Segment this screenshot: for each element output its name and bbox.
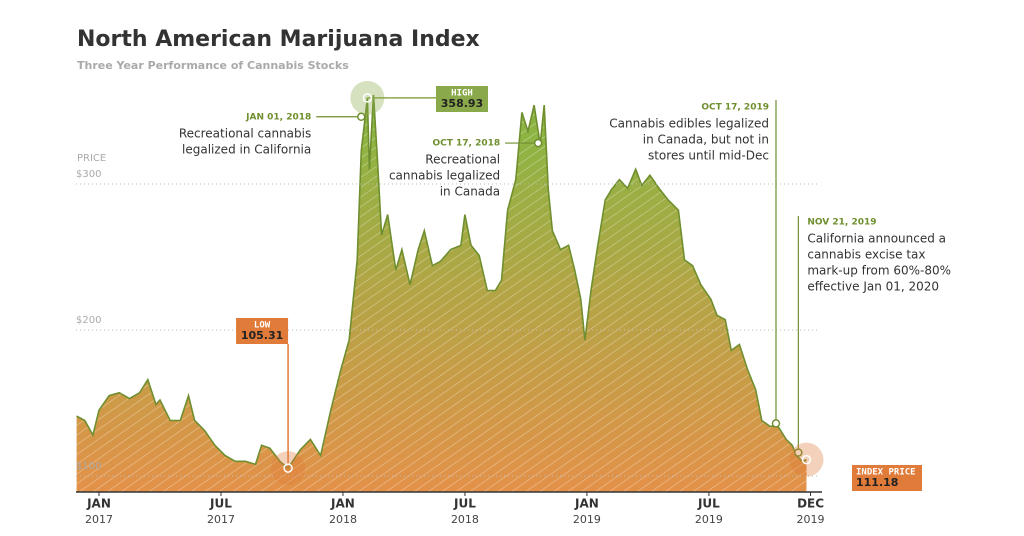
annotation-marker (357, 112, 366, 122)
high-box (436, 86, 488, 112)
index-marker (801, 454, 812, 465)
annotation-text: California announced a (807, 232, 946, 246)
x-tick-label: JUL (209, 497, 232, 511)
x-tick-year: 2018 (451, 513, 479, 526)
high-marker (362, 93, 373, 103)
high-label: HIGH (451, 89, 473, 99)
annotation-marker (533, 138, 543, 148)
low-label: LOW (254, 321, 271, 331)
y-tick-label: $200 (76, 315, 101, 326)
high-value: 358.93 (441, 97, 483, 110)
annotation-text: legalized in California (182, 142, 311, 156)
annotation-text: in Canada (440, 185, 500, 199)
chart-subtitle: Three Year Performance of Cannabis Stock… (77, 59, 349, 72)
annotation-date: NOV 21, 2019 (807, 218, 876, 228)
x-tick-label: JUL (697, 497, 720, 511)
x-tick-label: DEC (797, 497, 824, 511)
area-hatch (76, 94, 807, 493)
annotation-text: Recreational cannabis (179, 126, 311, 140)
annotation-text: stores until mid-Dec (648, 149, 769, 163)
annotation-text: Cannabis edibles legalized (609, 117, 769, 131)
x-tick-label: JAN (330, 497, 355, 511)
line (76, 94, 807, 470)
annotation-text: effective Jan 01, 2020 (807, 280, 939, 294)
chart-title: North American Marijuana Index (77, 27, 480, 52)
x-tick-year: 2019 (573, 513, 601, 526)
x-tick-label: JAN (574, 497, 599, 511)
x-tick-year: 2019 (797, 513, 825, 526)
index-box (852, 465, 922, 491)
x-tick-year: 2018 (329, 513, 357, 526)
annotation-text: mark-up from 60%-80% (807, 264, 951, 278)
index-label: INDEX PRICE (856, 468, 916, 478)
x-tick-label: JAN (86, 497, 111, 511)
y-tick-label: $100 (76, 461, 101, 472)
annotation-date: OCT 17, 2019 (701, 103, 769, 113)
low-value: 105.31 (241, 329, 283, 342)
index-value: 111.18 (856, 476, 898, 489)
x-tick-label: JUL (453, 497, 476, 511)
annotation-date: OCT 17, 2018 (432, 139, 500, 149)
annotation-text: cannabis legalized (389, 169, 500, 183)
annotation-marker (794, 448, 803, 457)
y-axis-label: PRICE (77, 153, 106, 164)
low-box (236, 318, 289, 344)
y-tick-label: $300 (76, 169, 101, 180)
low-marker (283, 463, 293, 473)
annotation-marker (771, 419, 781, 428)
annotation-text: cannabis excise tax (807, 248, 925, 262)
annotation-text: in Canada, but not in (643, 133, 769, 147)
x-tick-year: 2017 (85, 513, 113, 526)
index-halo (789, 442, 824, 477)
x-tick-year: 2017 (207, 513, 235, 526)
x-tick-year: 2019 (695, 513, 723, 526)
annotation-text: Recreational (425, 153, 500, 167)
annotation-date: JAN 01, 2018 (245, 112, 311, 122)
